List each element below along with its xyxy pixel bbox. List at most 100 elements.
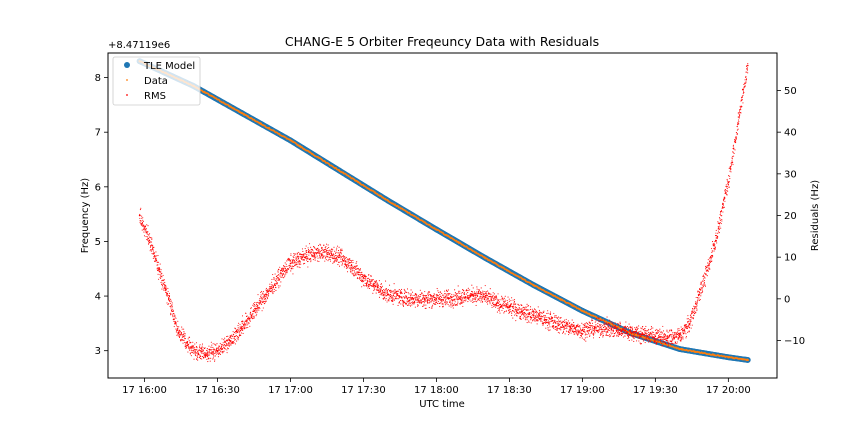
- rms-marker: [563, 327, 565, 329]
- rms-marker: [212, 350, 214, 352]
- rms-marker: [240, 329, 242, 331]
- rms-marker: [330, 254, 332, 257]
- rms-marker: [447, 289, 449, 291]
- rms-marker: [381, 294, 383, 296]
- rms-marker: [161, 276, 163, 278]
- rms-marker: [407, 301, 409, 303]
- rms-marker: [561, 326, 563, 328]
- rms-marker: [210, 341, 212, 343]
- rms-marker: [566, 323, 568, 325]
- rms-marker: [595, 325, 597, 327]
- rms-marker: [511, 312, 513, 314]
- rms-marker: [239, 334, 241, 336]
- rms-marker: [164, 288, 166, 290]
- rms-marker: [159, 277, 161, 279]
- rms-marker: [558, 332, 560, 334]
- rms-marker: [232, 342, 234, 344]
- rms-marker: [367, 277, 369, 279]
- rms-marker: [265, 300, 267, 303]
- rms-marker: [367, 281, 369, 283]
- rms-marker: [156, 261, 158, 263]
- rms-marker: [594, 321, 596, 323]
- rms-marker: [368, 280, 370, 282]
- rms-marker: [275, 287, 277, 289]
- rms-marker: [412, 299, 415, 301]
- rms-marker: [592, 334, 595, 336]
- rms-marker: [393, 294, 395, 296]
- rms-marker: [493, 293, 496, 295]
- rms-marker: [398, 294, 400, 297]
- rms-marker: [275, 280, 277, 282]
- rms-marker: [398, 290, 400, 292]
- rms-marker: [603, 327, 605, 329]
- rms-marker: [424, 301, 426, 303]
- rms-marker: [458, 292, 460, 295]
- rms-marker: [419, 294, 421, 296]
- rms-marker: [146, 232, 148, 234]
- rms-marker: [552, 326, 554, 328]
- rms-marker: [242, 328, 244, 330]
- rms-marker: [489, 300, 491, 302]
- rms-marker: [172, 310, 174, 312]
- rms-marker: [290, 253, 292, 255]
- rms-marker: [227, 343, 229, 345]
- rms-marker: [256, 311, 258, 313]
- rms-marker: [498, 302, 500, 304]
- rms-marker: [173, 320, 175, 322]
- rms-marker: [235, 332, 237, 334]
- rms-marker: [603, 331, 605, 333]
- rms-marker: [303, 255, 305, 257]
- rms-marker: [375, 288, 377, 290]
- rms-marker: [534, 311, 536, 314]
- rms-marker: [498, 299, 500, 301]
- rms-marker: [156, 268, 158, 270]
- rms-marker: [422, 305, 424, 307]
- rms-marker: [492, 294, 494, 296]
- rms-marker: [499, 310, 501, 312]
- rms-marker: [381, 286, 383, 288]
- rms-marker: [294, 261, 296, 263]
- rms-marker: [587, 325, 589, 328]
- rms-marker: [544, 318, 546, 321]
- rms-marker: [261, 299, 263, 301]
- rms-marker: [162, 279, 164, 281]
- rms-marker: [533, 308, 536, 310]
- rms-marker: [248, 322, 250, 324]
- rms-marker: [501, 295, 503, 297]
- rms-marker: [169, 302, 171, 304]
- rms-marker: [490, 299, 492, 301]
- rms-marker: [348, 259, 350, 261]
- rms-marker: [177, 335, 179, 337]
- rms-marker: [454, 289, 456, 291]
- rms-marker: [581, 337, 583, 339]
- rms-marker: [463, 301, 465, 303]
- rms-marker: [390, 289, 392, 291]
- rms-marker: [170, 307, 172, 309]
- rms-marker: [293, 259, 295, 261]
- rms-marker: [479, 291, 481, 293]
- rms-marker: [323, 250, 325, 252]
- rms-marker: [331, 250, 333, 252]
- rms-marker: [449, 300, 451, 302]
- rms-marker: [255, 315, 257, 317]
- rms-marker: [421, 298, 423, 300]
- rms-marker: [572, 330, 574, 332]
- rms-marker: [361, 273, 363, 275]
- rms-marker: [547, 327, 549, 329]
- rms-marker: [262, 300, 265, 302]
- rms-marker: [148, 243, 150, 245]
- rms-marker: [471, 293, 474, 296]
- rms-marker: [276, 276, 278, 278]
- rms-marker: [555, 326, 557, 328]
- rms-marker: [272, 285, 274, 287]
- rms-marker: [508, 298, 510, 300]
- rms-marker: [430, 297, 432, 300]
- rms-marker: [446, 295, 448, 297]
- rms-marker: [281, 276, 283, 278]
- rms-marker: [443, 294, 445, 296]
- rms-marker: [206, 354, 208, 356]
- rms-marker: [584, 323, 586, 325]
- rms-marker: [602, 329, 604, 331]
- rms-marker: [268, 290, 270, 293]
- rms-marker: [299, 253, 301, 255]
